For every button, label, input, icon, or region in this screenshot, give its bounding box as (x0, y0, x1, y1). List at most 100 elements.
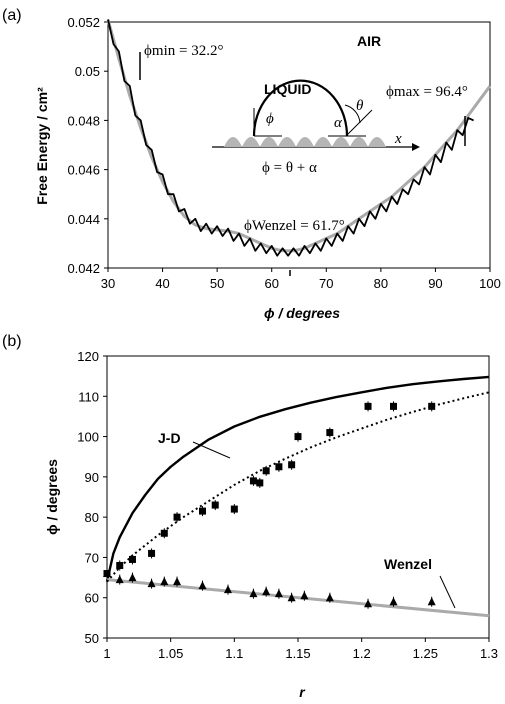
triangle-point (147, 579, 156, 588)
wenzel-leader-line (439, 575, 456, 609)
square-point (173, 513, 181, 521)
plot-b-frame (106, 355, 490, 639)
triangle-point (325, 593, 334, 602)
y-tick-label: 0.05 (75, 64, 100, 79)
square-point (256, 479, 264, 487)
plot-b-y-axis-label: ϕ / degrees (44, 459, 60, 535)
y-tick-label: 100 (77, 430, 99, 445)
x-tick-label: 1.3 (480, 646, 498, 661)
x-tick-label: 70 (319, 276, 333, 291)
plot-b-points (103, 401, 436, 609)
y-tick-label: 50 (85, 631, 99, 646)
square-point (148, 549, 156, 557)
square-point (390, 402, 397, 410)
triangle-point (160, 577, 169, 586)
inset-alpha-symbol: α (334, 115, 343, 131)
square-point (288, 461, 296, 469)
y-tick-label: 60 (85, 591, 99, 606)
wenzel-line (106, 578, 490, 618)
triangle-point (364, 599, 373, 608)
y-tick-label: 0.046 (67, 163, 100, 178)
square-point (128, 555, 136, 563)
jd-label: J-D (158, 430, 181, 446)
triangle-point (115, 575, 124, 584)
triangle-point (249, 589, 258, 598)
y-tick-label: 0.048 (67, 113, 100, 128)
wenzel-label: Wenzel (384, 556, 432, 572)
x-tick-label: 60 (264, 276, 278, 291)
phi-max-annotation: ϕmax = 96.4° (386, 84, 468, 100)
panel-b-label: (b) (2, 333, 22, 350)
fit-curve (106, 391, 490, 583)
triangle-point (274, 589, 283, 598)
triangle-point (262, 587, 271, 596)
y-tick-label: 110 (78, 389, 99, 404)
square-point (275, 463, 283, 471)
inset-rough-surface (224, 137, 386, 147)
triangle-point (173, 577, 182, 586)
panel-a-label: (a) (2, 7, 22, 24)
inset-phi-symbol: ϕ (266, 111, 274, 127)
inset-theta-symbol: θ (356, 98, 364, 114)
plot-b-y-ticks: 50 60 70 80 90 100 110 120 (77, 349, 107, 646)
jd-curve (105, 375, 490, 582)
triangle-point (287, 593, 296, 602)
inset-air-label: AIR (357, 33, 381, 49)
inset-tangent-line (345, 109, 373, 137)
phi-wenzel-annotation: ϕWenzel = 61.7° (244, 218, 345, 234)
square-point (364, 402, 372, 410)
x-tick-label: 1.1 (225, 646, 243, 661)
plot-a-y-axis-label: Free Energy / cm² (34, 87, 50, 205)
triangle-point (103, 569, 111, 578)
square-point (160, 529, 168, 537)
square-point (262, 467, 270, 475)
inset-droplet (252, 79, 349, 137)
plot-a-frame (107, 21, 491, 269)
plot-a-x-ticks: 30 40 50 60 70 80 90 100 (101, 268, 501, 291)
y-tick-label: 90 (85, 470, 99, 485)
triangle-point (389, 597, 398, 606)
y-tick-label: 0.052 (67, 15, 100, 30)
y-tick-label: 80 (85, 510, 99, 525)
x-tick-label: 1.2 (353, 646, 371, 661)
inset-liquid-label: LIQUID (264, 81, 311, 97)
x-tick-label: 50 (210, 276, 224, 291)
x-tick-label: 80 (374, 276, 388, 291)
plot-a-y-ticks: 0.042 0.044 0.046 0.048 0.05 0.052 (67, 15, 108, 276)
x-tick-label: 1.25 (413, 646, 438, 661)
x-tick-label: 30 (101, 276, 115, 291)
y-tick-label: 0.042 (67, 261, 100, 276)
x-tick-label: 1 (103, 646, 110, 661)
triangle-point (300, 591, 309, 600)
inset-x-arrow (412, 143, 420, 151)
x-tick-label: 1.15 (285, 646, 310, 661)
x-tick-label: 100 (479, 276, 501, 291)
inset-diagram: AIR LIQUID ϕ α θ x ϕ = θ + α (212, 33, 420, 176)
square-point (230, 505, 238, 513)
y-tick-label: 120 (77, 349, 99, 364)
triangle-point (223, 585, 232, 594)
triangle-point (198, 581, 207, 590)
oscillating-curve (107, 19, 474, 257)
square-point (211, 501, 219, 509)
x-tick-label: 1.05 (158, 646, 183, 661)
x-tick-label: 90 (428, 276, 442, 291)
envelope-curve (106, 19, 492, 253)
plot-b-x-ticks: 1 1.05 1.1 1.15 1.2 1.25 1.3 (103, 638, 498, 661)
y-tick-label: 0.044 (67, 212, 100, 227)
square-point (428, 402, 436, 410)
jd-leader-line (192, 441, 231, 459)
plot-a-lines (106, 19, 492, 257)
inset-x-symbol: x (394, 131, 402, 147)
square-point (116, 561, 124, 569)
plot-b-lines (105, 375, 490, 618)
triangle-point (128, 573, 137, 582)
square-point (199, 507, 206, 515)
inset-theta-arc (344, 104, 361, 124)
triangle-point (427, 597, 436, 606)
square-point (326, 429, 334, 437)
square-point (249, 477, 257, 485)
plot-a-x-axis-label: ϕ / degrees (264, 305, 340, 321)
